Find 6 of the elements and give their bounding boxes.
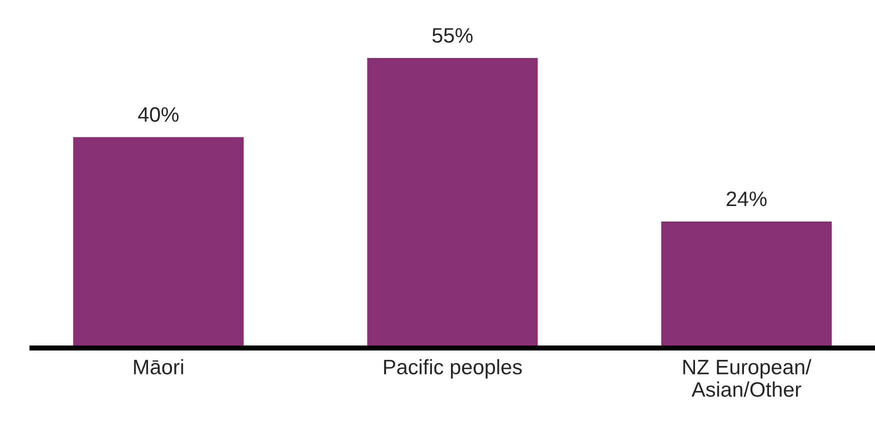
x-tick-label: NZ European/ Asian/Other <box>683 359 812 397</box>
x-tick-label: Pacific peoples <box>384 359 522 379</box>
data-label: 24% <box>726 191 767 206</box>
data-label: 55% <box>432 28 473 43</box>
x-tick-label: Māori <box>134 359 184 374</box>
data-label: 40% <box>138 107 179 122</box>
